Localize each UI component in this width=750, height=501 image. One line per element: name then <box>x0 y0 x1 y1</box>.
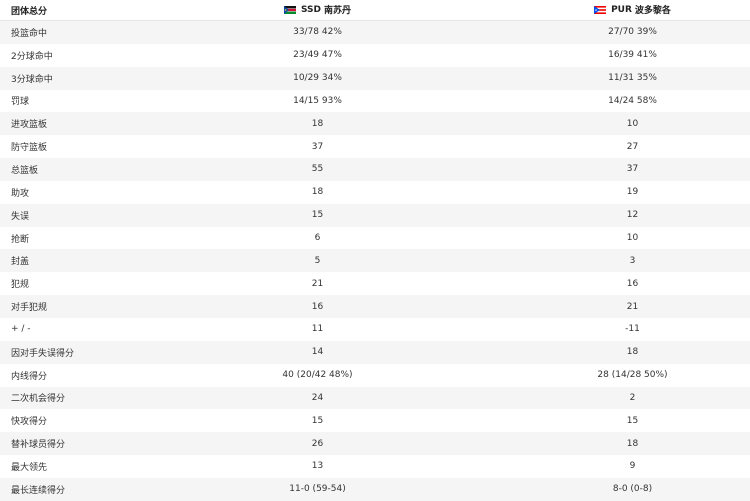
team2-value: 15 <box>430 416 750 426</box>
team2-value: 27/70 39% <box>430 27 750 37</box>
team1-value: 18 <box>205 119 430 129</box>
team2-value: 27 <box>430 142 750 152</box>
team1-value: 37 <box>205 142 430 152</box>
team1-value: 11-0 (59-54) <box>205 484 430 494</box>
team2-value: 18 <box>430 347 750 357</box>
team1-value: 15 <box>205 416 430 426</box>
table-row: 快攻得分 15 15 <box>0 409 750 432</box>
table-row: 封盖 5 3 <box>0 249 750 272</box>
team1-value: 15 <box>205 210 430 220</box>
team2-value: 10 <box>430 119 750 129</box>
table-row: + / - 11 -11 <box>0 318 750 341</box>
team2-value: 11/31 35% <box>430 73 750 83</box>
table-row: 2分球命中 23/49 47% 16/39 41% <box>0 44 750 67</box>
table-row: 二次机会得分 24 2 <box>0 387 750 410</box>
team2-name: 波多黎各 <box>635 3 671 16</box>
table-row: 进攻篮板 18 10 <box>0 112 750 135</box>
table-row: 3分球命中 10/29 34% 11/31 35% <box>0 67 750 90</box>
table-row: 罚球 14/15 93% 14/24 58% <box>0 90 750 113</box>
table-row: 因对手失误得分 14 18 <box>0 341 750 364</box>
team1-value: 40 (20/42 48%) <box>205 370 430 380</box>
team2-value: 10 <box>430 233 750 243</box>
team2-value: 9 <box>430 461 750 471</box>
table-row: 助攻 18 19 <box>0 181 750 204</box>
team2-value: 8-0 (0-8) <box>430 484 750 494</box>
stat-label: 犯规 <box>0 277 205 290</box>
south-sudan-flag-icon <box>284 6 296 14</box>
team2-value: 18 <box>430 439 750 449</box>
team2-value: 37 <box>430 164 750 174</box>
team1-value: 16 <box>205 302 430 312</box>
team2-header: PUR 波多黎各 <box>430 3 750 17</box>
stat-label: 总篮板 <box>0 163 205 176</box>
table-row: 防守篮板 37 27 <box>0 135 750 158</box>
stat-label: 投篮命中 <box>0 26 205 39</box>
stat-label: 最长连续得分 <box>0 483 205 496</box>
team1-value: 33/78 42% <box>205 27 430 37</box>
stat-label: 抢断 <box>0 232 205 245</box>
table-row: 投篮命中 33/78 42% 27/70 39% <box>0 21 750 44</box>
team2-value: 16 <box>430 279 750 289</box>
stat-label: 最大领先 <box>0 460 205 473</box>
team2-value: -11 <box>430 324 750 334</box>
table-row: 失误 15 12 <box>0 204 750 227</box>
team2-value: 16/39 41% <box>430 50 750 60</box>
stat-label: 助攻 <box>0 186 205 199</box>
stat-label: 二次机会得分 <box>0 391 205 404</box>
stat-label: 封盖 <box>0 254 205 267</box>
team2-code: PUR <box>611 5 632 15</box>
table-row: 内线得分 40 (20/42 48%) 28 (14/28 50%) <box>0 364 750 387</box>
stat-label: 内线得分 <box>0 369 205 382</box>
team1-value: 18 <box>205 187 430 197</box>
table-row: 总篮板 55 37 <box>0 158 750 181</box>
team1-value: 13 <box>205 461 430 471</box>
team1-value: 5 <box>205 256 430 266</box>
stat-label: 因对手失误得分 <box>0 346 205 359</box>
stat-label: 3分球命中 <box>0 72 205 85</box>
stat-label: 快攻得分 <box>0 414 205 427</box>
team1-value: 6 <box>205 233 430 243</box>
team1-header: SSD 南苏丹 <box>205 3 430 17</box>
team2-value: 3 <box>430 256 750 266</box>
team1-code: SSD <box>301 5 321 15</box>
team1-value: 10/29 34% <box>205 73 430 83</box>
stat-label: 防守篮板 <box>0 140 205 153</box>
puerto-rico-flag-icon <box>594 6 606 14</box>
team1-value: 21 <box>205 279 430 289</box>
team2-value: 12 <box>430 210 750 220</box>
team1-value: 11 <box>205 324 430 334</box>
table-row: 抢断 6 10 <box>0 227 750 250</box>
stat-label: 失误 <box>0 209 205 222</box>
team2-value: 28 (14/28 50%) <box>430 370 750 380</box>
team1-value: 24 <box>205 393 430 403</box>
team2-value: 21 <box>430 302 750 312</box>
stat-label: 对手犯规 <box>0 300 205 313</box>
team1-value: 26 <box>205 439 430 449</box>
table-row: 最长连续得分 11-0 (59-54) 8-0 (0-8) <box>0 478 750 501</box>
team1-name: 南苏丹 <box>324 3 351 16</box>
team1-value: 14/15 93% <box>205 96 430 106</box>
table-row: 对手犯规 16 21 <box>0 295 750 318</box>
header-title: 团体总分 <box>0 4 205 17</box>
team1-value: 23/49 47% <box>205 50 430 60</box>
stat-label: 进攻篮板 <box>0 117 205 130</box>
table-row: 犯规 21 16 <box>0 272 750 295</box>
team1-value: 14 <box>205 347 430 357</box>
stat-label: 替补球员得分 <box>0 437 205 450</box>
team2-value: 14/24 58% <box>430 96 750 106</box>
stat-label: 罚球 <box>0 94 205 107</box>
team2-value: 2 <box>430 393 750 403</box>
table-row: 最大领先 13 9 <box>0 455 750 478</box>
table-row: 替补球员得分 26 18 <box>0 432 750 455</box>
stat-label: 2分球命中 <box>0 49 205 62</box>
team2-value: 19 <box>430 187 750 197</box>
stat-label: + / - <box>0 324 205 334</box>
team1-value: 55 <box>205 164 430 174</box>
table-header: 团体总分 SSD 南苏丹 <box>0 0 750 21</box>
